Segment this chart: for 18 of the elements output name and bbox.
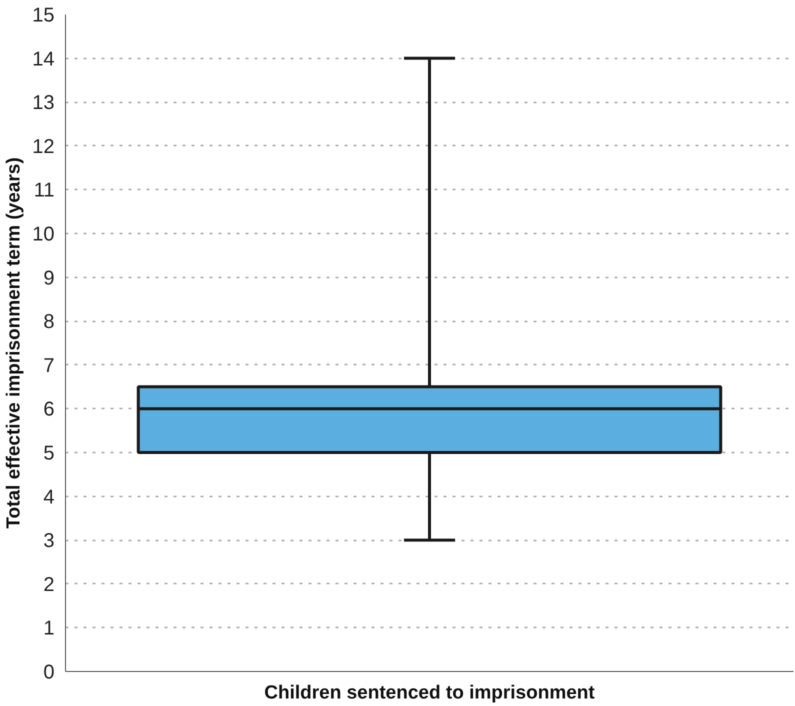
y-tick-label: 5 xyxy=(43,442,54,464)
y-tick-label: 12 xyxy=(32,136,55,158)
y-tick-label: 4 xyxy=(43,486,54,508)
y-tick-label: 11 xyxy=(34,180,55,202)
y-axis-title: Total effective imprisonment term (years) xyxy=(3,157,24,529)
y-tick-label: 1 xyxy=(43,618,54,640)
y-tick-label: 2 xyxy=(43,574,54,596)
y-tick-label: 13 xyxy=(32,92,55,114)
y-tick-label: 6 xyxy=(43,398,54,421)
y-tick-label: 15 xyxy=(32,4,55,26)
y-tick-label: 7 xyxy=(43,354,54,377)
y-tick-label: 9 xyxy=(43,267,54,290)
y-tick-label: 14 xyxy=(32,48,55,70)
y-tick-label: 8 xyxy=(43,311,54,334)
x-axis-title: Children sentenced to imprisonment xyxy=(264,682,596,704)
y-tick-label: 0 xyxy=(43,662,54,684)
y-tick-label: 3 xyxy=(43,530,54,552)
y-tick-label: 10 xyxy=(32,224,55,246)
